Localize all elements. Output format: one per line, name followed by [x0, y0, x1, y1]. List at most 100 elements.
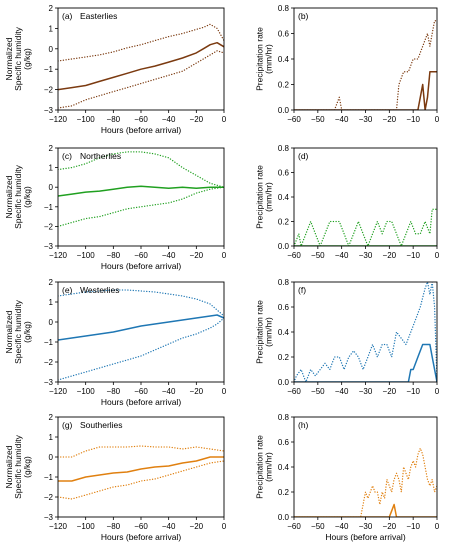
panel-title: Southerlies — [80, 420, 123, 430]
y-tick-label: 0.8 — [278, 144, 290, 153]
y-tick-label: 0.6 — [278, 438, 290, 447]
panel-a: −120 −100 −80 −60 −40 −20 0 −3 −2 −1 0 1 2 Hours (bef… — [4, 4, 227, 135]
x-tick-label: −30 — [359, 387, 373, 396]
y-tick-label: −1 — [44, 203, 54, 212]
y-axis-title-line: (mm/hr) — [264, 317, 274, 347]
x-tick-label: −60 — [287, 115, 301, 124]
plot-frame — [293, 147, 438, 247]
series-group — [294, 447, 437, 517]
panel-c: −120 −100 −80 −60 −40 −20 0 −3 −2 −1 0 1 2 Hours (bef… — [4, 144, 227, 271]
panel-label: (f) — [298, 285, 306, 295]
panel-label: (a) — [62, 11, 73, 21]
y-tick-label: 0.4 — [278, 55, 290, 64]
series-solid-line — [294, 503, 437, 517]
x-tick-label: −10 — [406, 251, 420, 260]
y-axis-title: NormalizedSpecific humidity(g/kg) — [4, 26, 32, 91]
x-tick-label: −100 — [77, 522, 96, 531]
x-tick-label: −120 — [49, 251, 68, 260]
y-tick-label: 0.4 — [278, 463, 290, 472]
panel-label: (c) — [62, 151, 72, 161]
x-tick-label: −60 — [287, 251, 301, 260]
x-tick-label: −80 — [107, 522, 121, 531]
x-tick-label: −30 — [359, 251, 373, 260]
y-axis-title: NormalizedSpecific humidity(g/kg) — [4, 164, 32, 229]
y-axis-title-line: (mm/hr) — [264, 182, 274, 212]
series-dotted-line — [294, 282, 437, 382]
panel-label: (e) — [62, 285, 73, 295]
x-tick-label: −60 — [287, 387, 301, 396]
y-tick-label: 1 — [49, 24, 54, 33]
x-tick-label: −120 — [49, 387, 68, 396]
series-dotted-line — [58, 460, 224, 500]
x-tick-label: −30 — [359, 522, 373, 531]
y-axis-title: NormalizedSpecific humidity(g/kg) — [4, 434, 32, 499]
x-tick-label: 0 — [222, 522, 227, 531]
y-axis-title-line: Precipitation rate — [255, 27, 265, 91]
series-solid-line — [58, 456, 224, 482]
panel-title: Northerlies — [80, 151, 121, 161]
y-tick-label: 0.6 — [278, 169, 290, 178]
x-tick-label: −80 — [107, 251, 121, 260]
series-group — [58, 289, 224, 381]
y-tick-label: 0.2 — [278, 81, 290, 90]
y-tick-label: 1 — [49, 164, 54, 173]
y-tick-label: 0.8 — [278, 413, 290, 422]
y-axis-title-line: Precipitation rate — [255, 435, 265, 499]
y-tick-label: 1 — [49, 433, 54, 442]
y-tick-label: 2 — [49, 144, 54, 153]
y-tick-label: 1 — [49, 298, 54, 307]
y-tick-label: −1 — [44, 473, 54, 482]
y-tick-label: 2 — [49, 413, 54, 422]
series-solid-line — [58, 185, 224, 197]
y-tick-label: −3 — [44, 378, 54, 387]
x-tick-label: −50 — [311, 387, 325, 396]
x-tick-label: 0 — [435, 251, 440, 260]
x-tick-label: −20 — [190, 115, 204, 124]
x-tick-label: −20 — [383, 387, 397, 396]
plot-frame — [57, 147, 225, 247]
x-tick-label: −60 — [287, 522, 301, 531]
x-tick-label: −120 — [49, 522, 68, 531]
panel-e: −120 −100 −80 −60 −40 −20 0 −3 −2 −1 0 1 2 Hours (bef… — [4, 278, 227, 407]
x-tick-label: −100 — [77, 251, 96, 260]
y-axis-title-line: Specific humidity — [13, 26, 23, 91]
series-group — [294, 282, 437, 382]
x-tick-label: −40 — [335, 522, 349, 531]
x-tick-label: −20 — [383, 251, 397, 260]
x-tick-label: −40 — [335, 251, 349, 260]
y-axis-title: Precipitation rate(mm/hr) — [255, 300, 274, 364]
panel-label: (h) — [298, 420, 309, 430]
x-tick-label: −50 — [311, 522, 325, 531]
y-tick-label: 0.6 — [278, 30, 290, 39]
y-tick-label: −2 — [44, 86, 54, 95]
x-tick-label: −60 — [134, 522, 148, 531]
x-tick-label: −30 — [359, 115, 373, 124]
x-tick-label: −10 — [406, 522, 420, 531]
x-tick-label: −40 — [162, 251, 176, 260]
series-dotted-line — [294, 20, 437, 110]
x-tick-label: −120 — [49, 115, 68, 124]
plot-frame — [57, 416, 225, 518]
y-tick-label: −3 — [44, 513, 54, 522]
series-solid-line — [294, 71, 437, 110]
series-solid-line — [58, 314, 224, 341]
y-axis-title-line: (mm/hr) — [264, 44, 274, 74]
panel-title: Easterlies — [80, 11, 117, 21]
x-tick-label: −80 — [107, 115, 121, 124]
x-axis-title: Hours (before arrival) — [325, 532, 405, 542]
series-solid-line — [294, 343, 437, 382]
y-axis-title-line: Normalized — [4, 37, 14, 80]
x-axis-title: Hours (before arrival) — [101, 532, 181, 542]
y-tick-label: 0 — [49, 45, 54, 54]
y-axis-title-line: Normalized — [4, 310, 14, 353]
x-tick-label: −40 — [162, 522, 176, 531]
y-tick-label: 0.4 — [278, 328, 290, 337]
series-dotted-line — [294, 208, 437, 246]
y-tick-label: 0.0 — [278, 378, 290, 387]
y-axis-title: Precipitation rate(mm/hr) — [255, 435, 274, 499]
series-group — [58, 23, 224, 109]
y-tick-label: 0 — [49, 183, 54, 192]
series-group — [58, 151, 224, 228]
y-tick-label: 2 — [49, 4, 54, 13]
